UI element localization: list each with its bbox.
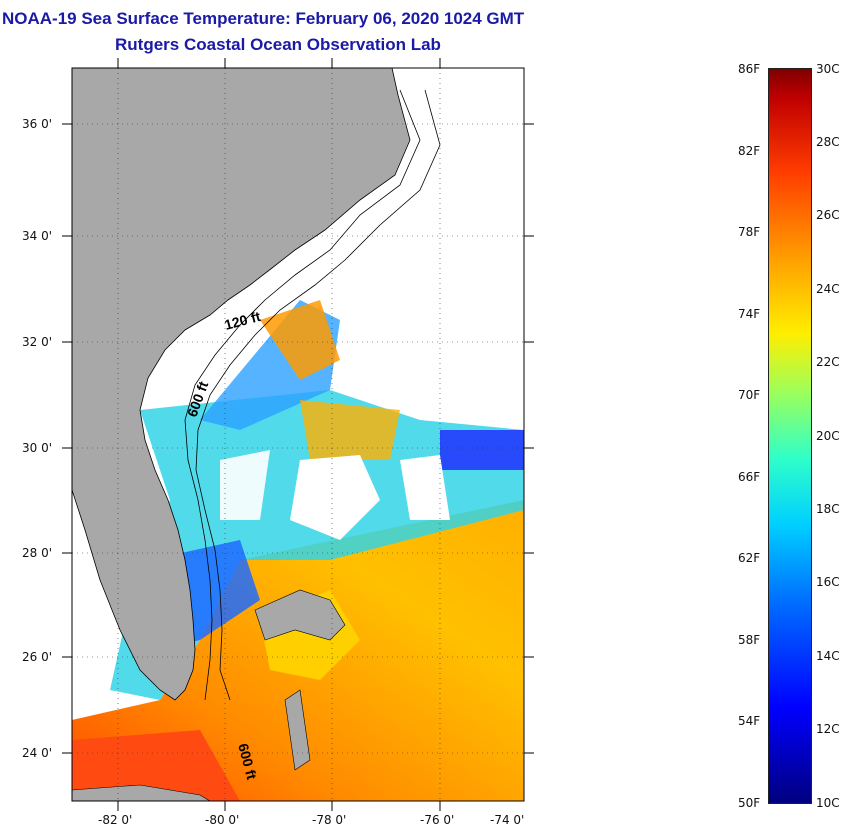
colorbar-f-label: 70F	[738, 388, 761, 402]
cloud-blob	[400, 455, 450, 520]
colorbar-c-label: 30C	[816, 62, 840, 76]
colorbar-c-label: 12C	[816, 722, 840, 736]
land-mass	[72, 68, 411, 701]
colorbar-f-label: 78F	[738, 225, 761, 239]
lat-label: 36 0'	[22, 117, 53, 131]
colorbar-c-label: 10C	[816, 796, 840, 810]
isobath-600ft	[195, 89, 441, 701]
colorbar-f-label: 54F	[738, 714, 761, 728]
bahamas-island	[254, 589, 346, 641]
colorbar-c-label: 24C	[816, 282, 840, 296]
colorbar-f-label: 82F	[738, 144, 761, 158]
colorbar-c-label: 18C	[816, 502, 840, 516]
grid	[72, 68, 524, 801]
colorbar-f-label: 62F	[738, 551, 761, 565]
temperature-colorbar	[768, 68, 812, 804]
cuba-coast	[72, 784, 211, 801]
lat-label: 34 0'	[22, 229, 53, 243]
lat-label: 26 0'	[22, 650, 53, 664]
colorbar-f-label: 86F	[738, 62, 761, 76]
lon-label: -74 0'	[490, 813, 525, 827]
lon-label: -82 0'	[98, 813, 133, 827]
map-frame	[71, 67, 525, 802]
colorbar-f-label: 50F	[738, 796, 761, 810]
colorbar-c-label: 28C	[816, 135, 840, 149]
colorbar-c-label: 26C	[816, 208, 840, 222]
bahamas-island	[284, 689, 311, 771]
map-subtitle: Rutgers Coastal Ocean Observation Lab	[115, 35, 441, 54]
warm-water-south	[72, 730, 240, 801]
colorbar-c-label: 16C	[816, 575, 840, 589]
lat-label: 30 0'	[22, 441, 53, 455]
colorbar-c-label: 14C	[816, 649, 840, 663]
cloud-blob	[220, 450, 270, 520]
lon-label: -78 0'	[312, 813, 347, 827]
axis-ticks	[62, 58, 534, 811]
map-title: NOAA-19 Sea Surface Temperature: Februar…	[2, 9, 525, 28]
colorbar-c-label: 22C	[816, 355, 840, 369]
cloud-blob	[290, 455, 380, 540]
cool-water-east	[440, 430, 524, 470]
colorbar-f-label: 58F	[738, 633, 761, 647]
warm-eddy	[260, 300, 340, 380]
lat-label: 24 0'	[22, 746, 53, 760]
lon-label: -76 0'	[420, 813, 455, 827]
lat-label: 28 0'	[22, 546, 53, 560]
lon-label: -80 0'	[205, 813, 240, 827]
isobath-120ft	[184, 89, 421, 701]
lat-label: 32 0'	[22, 335, 53, 349]
colorbar-f-label: 66F	[738, 470, 761, 484]
colorbar-c-label: 20C	[816, 429, 840, 443]
colorbar-f-label: 74F	[738, 307, 761, 321]
warm-water-patch	[300, 400, 400, 460]
